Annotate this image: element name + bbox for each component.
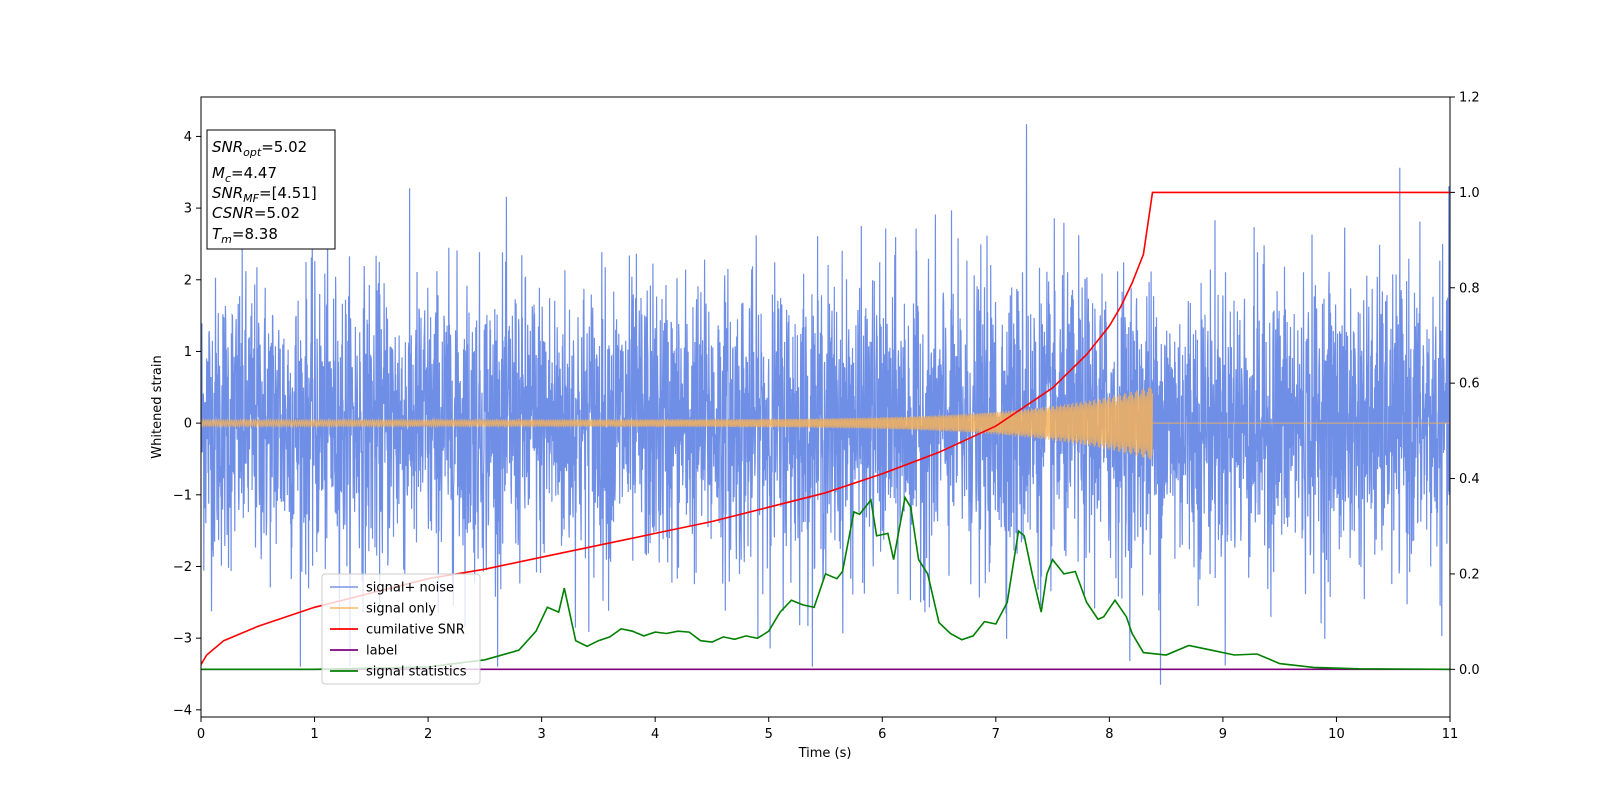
y-right-tick-label: 1.0 [1459,186,1480,201]
x-tick-label: 10 [1328,727,1345,742]
series-signal-only [201,386,1450,460]
legend-entry-label: signal only [366,602,436,617]
x-tick-label: 3 [537,727,545,742]
y-right-tick-label: 0.8 [1459,281,1480,296]
legend-entry-label: cumilative SNR [366,623,465,638]
x-axis-label: Time (s) [798,746,852,761]
series-cumulative-snr [201,191,1450,665]
y-right-tick-label: 0.0 [1459,663,1480,678]
x-tick-label: 2 [424,727,432,742]
y-left-tick-label: 2 [184,273,192,288]
legend-entry-label: signal+ noise [366,581,454,596]
y-right-tick-label: 0.6 [1459,377,1480,392]
x-tick-label: 9 [1219,727,1227,742]
legend-frame [321,573,481,685]
x-tick-label: 5 [765,727,773,742]
x-tick-label: 8 [1105,727,1113,742]
y-axis-label-left: Whitened strain [150,355,165,458]
legend: signal+ noise signal only cumilative SNR la… [321,573,481,685]
x-tick-label: 11 [1442,727,1459,742]
y-left-tick-label: −3 [173,632,192,647]
info-box-frame [206,129,336,250]
y-left-tick-label: 3 [184,202,192,217]
axes-layer: 0 1 2 3 4 5 6 7 8 9 10 1143210−1−2−3−41.21.00.80.60… [173,91,1480,743]
y-left-tick-label: 0 [184,417,192,432]
x-tick-label: 0 [197,727,205,742]
legend-entry-label: signal statistics [366,665,467,680]
y-left-tick-label: 1 [184,345,192,360]
legend-entry-label: label [366,644,397,659]
y-right-tick-label: 0.2 [1459,567,1480,582]
plot-frame [200,96,1451,718]
y-left-tick-label: −2 [173,560,192,575]
x-tick-label: 7 [992,727,1000,742]
y-left-tick-label: −1 [173,488,192,503]
y-right-tick-label: 0.4 [1459,472,1480,487]
info-line: Mc=4.47 [212,164,277,185]
x-tick-label: 6 [878,727,886,742]
x-tick-label: 4 [651,727,659,742]
info-line: SNRMF=[4.51] [212,184,317,205]
y-left-tick-label: 4 [184,130,192,145]
info-line: Tm=8.38 [212,225,278,246]
y-left-tick-label: −4 [173,703,192,718]
info-line: SNRopt=5.02 [212,138,307,159]
series-signal-statistics [201,495,1450,671]
y-right-tick-label: 1.2 [1459,91,1480,106]
info-line: CSNR=5.02 [212,204,300,222]
x-tick-label: 1 [310,727,318,742]
